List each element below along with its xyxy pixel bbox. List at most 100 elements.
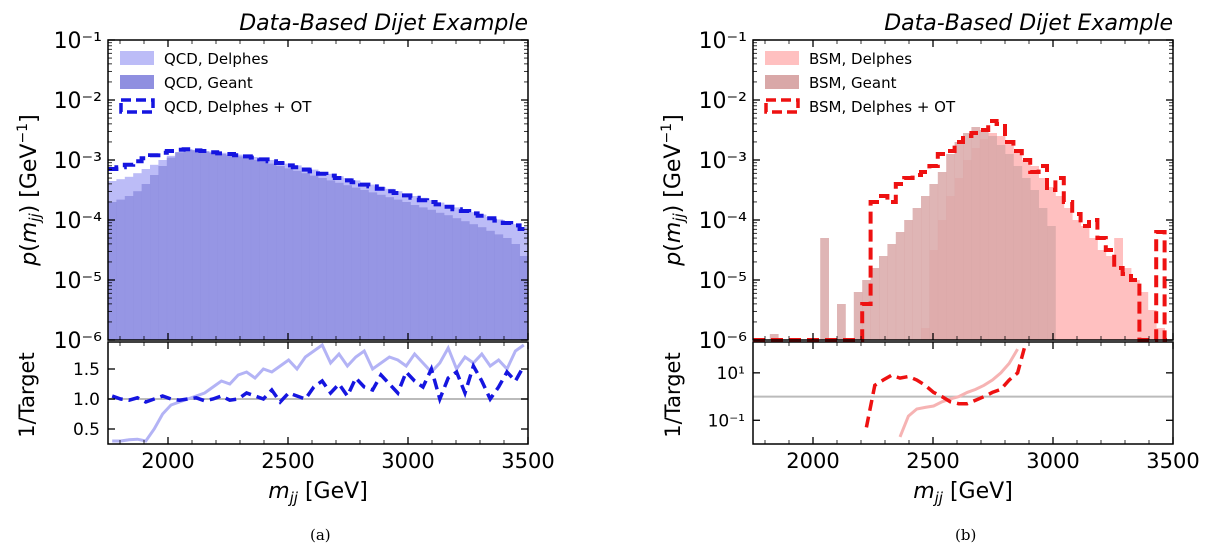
y-axis-label: p(mjj) [GeV−1] [659, 114, 688, 266]
x-axis: 2000 2500 3000 3500 [764, 40, 1200, 473]
panel-a: Data-Based Dijet Example 10⁻⁶ 10⁻⁵ 10⁻⁴ 10⁻… [15, 11, 555, 507]
x-tick-label: 3500 [501, 449, 554, 473]
step-line [108, 147, 528, 231]
legend: BSM, Delphes BSM, Geant BSM, Delphes + OT [764, 50, 956, 116]
histogram-bar [879, 256, 888, 340]
legend-label: BSM, Delphes + OT [809, 98, 956, 116]
ratio-y-label: 1/Target [15, 352, 39, 437]
histogram-bar [259, 161, 268, 340]
histogram-bar [1005, 154, 1014, 340]
histogram-bar [1122, 268, 1132, 340]
ratio-line [898, 348, 1019, 438]
x-tick-label: 2000 [141, 449, 194, 473]
histogram-bar [1097, 250, 1107, 340]
histogram-bar [334, 182, 344, 340]
histogram-bar [1030, 190, 1039, 340]
y-tick-label: 10⁻³ [699, 149, 747, 174]
histogram-bar [166, 157, 176, 340]
histogram-bar [250, 160, 260, 340]
histogram-bar [820, 238, 829, 340]
histogram-bar [971, 127, 981, 340]
y-tick-label: 10⁻³ [54, 149, 102, 174]
histogram-bar [769, 334, 779, 340]
histogram-bar [141, 184, 151, 340]
histogram-bar [862, 280, 871, 340]
y-tick-label: 10⁻⁴ [54, 209, 103, 234]
histogram-bar [511, 244, 520, 340]
step-line [753, 119, 1173, 342]
histogram-bar [1063, 208, 1073, 340]
histogram-bar [1021, 178, 1031, 340]
histogram-bar [108, 202, 117, 340]
legend-swatch [764, 98, 800, 114]
histogram-bar [326, 180, 336, 340]
histogram-bar [360, 190, 369, 340]
ratio-plot-area: 0.5 1.0 1.5 [73, 341, 529, 445]
legend-label: QCD, Delphes [164, 50, 269, 68]
histogram-bar [1105, 256, 1115, 340]
histogram-bar [477, 227, 487, 340]
caption-b: (b) [955, 526, 977, 544]
histogram-bar [267, 163, 277, 340]
histogram-bar [318, 178, 327, 340]
legend-label: QCD, Geant [164, 74, 253, 92]
y-tick-label: 10⁻⁵ [699, 269, 747, 294]
y-axis-label: p(mjj) [GeV−1] [15, 114, 44, 266]
legend-swatch [120, 75, 154, 89]
legend-swatch [765, 51, 799, 65]
histogram-bar [904, 220, 913, 340]
histogram-bar [1080, 226, 1090, 340]
histogram-bar [385, 197, 394, 340]
histogram-bar [1114, 238, 1123, 340]
histogram-bar [895, 232, 905, 340]
histogram-bar [1072, 220, 1081, 340]
histogram-bar [837, 304, 846, 340]
histogram-bar [242, 158, 252, 340]
ratio-y-tick-label: 10⁻¹ [708, 411, 745, 431]
histogram-bar [192, 150, 201, 340]
y-tick-label: 10⁻⁶ [54, 329, 103, 354]
histogram-bar [368, 192, 378, 340]
ratio-y-tick-label: 10¹ [717, 364, 745, 384]
histogram-bar [343, 185, 352, 340]
y-tick-label: 10⁻¹ [699, 29, 747, 54]
histogram-bar [1139, 292, 1149, 340]
histogram-bar [452, 218, 462, 340]
histogram-bar [937, 172, 947, 340]
x-axis: 2000 2500 3000 3500 [119, 40, 555, 473]
legend-swatch [120, 51, 154, 65]
histogram-bar [284, 168, 294, 340]
ratio-y-tick-label: 0.5 [73, 420, 100, 440]
ratio-y-label: 1/Target [661, 352, 685, 437]
ratio-plot-area: 10⁻¹ 10¹ [708, 341, 1174, 445]
y-tick-label: 10⁻¹ [54, 29, 102, 54]
ratio-line [111, 361, 526, 405]
legend-label: QCD, Delphes + OT [164, 98, 312, 116]
histogram-bar [435, 212, 445, 340]
histogram-bar [979, 130, 989, 340]
histogram-bar [1156, 328, 1165, 340]
legend-label: BSM, Geant [809, 74, 897, 92]
histogram-bar [393, 199, 403, 340]
histogram-bar [954, 142, 964, 340]
histogram-bar [200, 151, 210, 340]
x-tick-label: 3000 [1026, 449, 1079, 473]
x-tick-label: 2000 [786, 449, 839, 473]
histogram-bar [427, 209, 436, 340]
histogram-bar [853, 292, 863, 340]
histogram-bar [158, 166, 168, 340]
histogram-bar [376, 194, 386, 340]
y-tick-label: 10⁻⁴ [699, 209, 748, 234]
histogram-bar [183, 149, 193, 340]
legend: QCD, Delphes QCD, Geant QCD, Delphes + OT [119, 50, 312, 116]
histogram-bar [486, 230, 495, 340]
y-tick-label: 10⁻² [54, 89, 102, 114]
histogram-bar [301, 173, 310, 340]
histogram-bar [460, 221, 470, 340]
histogram-bar [494, 234, 504, 340]
histogram-bar [410, 205, 420, 340]
histogram-bar [208, 152, 218, 340]
histogram-bar [124, 196, 134, 340]
ratio-line [864, 341, 1028, 428]
